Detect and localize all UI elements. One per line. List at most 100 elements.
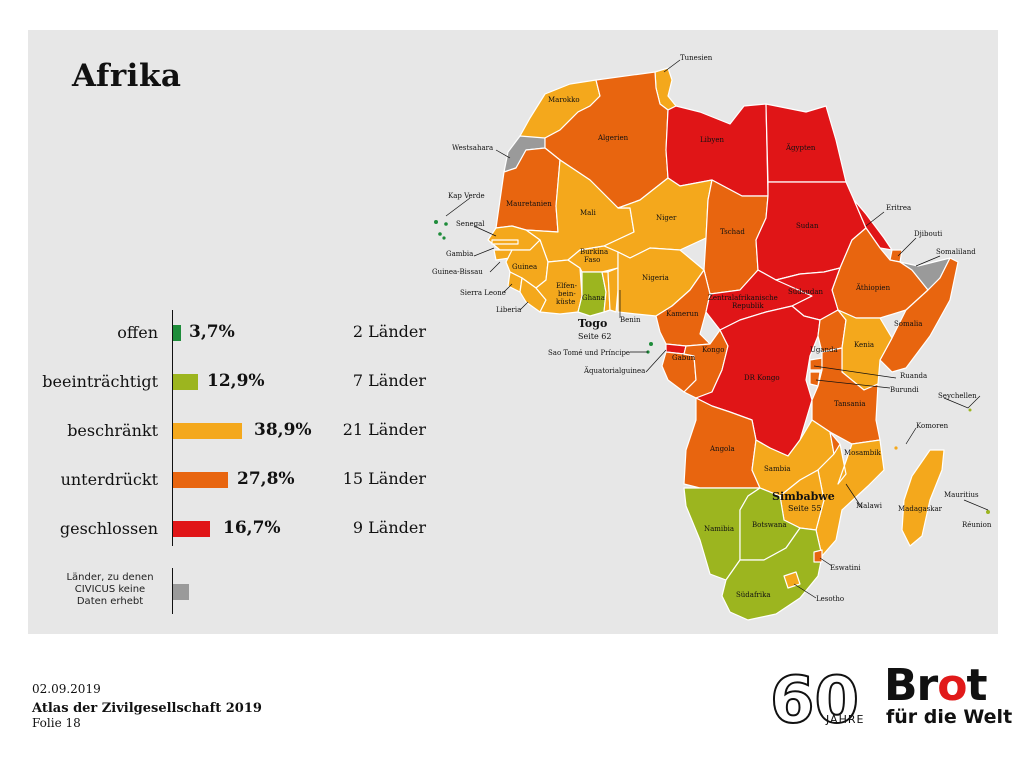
- label-benin: Benin: [620, 316, 641, 324]
- label-marokko: Marokko: [548, 96, 580, 104]
- label-mosambik: Mosambik: [844, 449, 882, 457]
- label-eritrea: Eritrea: [886, 204, 911, 212]
- label-burkina: Burkina Faso: [580, 248, 608, 264]
- sixty-text: 60: [770, 666, 859, 730]
- label-kamerun: Kamerun: [666, 310, 699, 318]
- label-malawi: Malawi: [856, 502, 883, 510]
- island-kapverde-3[interactable]: [438, 232, 442, 236]
- region-benin[interactable]: [607, 267, 619, 313]
- brot-text-1: Br: [884, 660, 938, 711]
- island-kapverde-4[interactable]: [442, 236, 446, 240]
- label-burundi: Burundi: [890, 386, 919, 394]
- island-seychellen[interactable]: [968, 408, 972, 412]
- label-sudan: Sudan: [796, 222, 819, 230]
- label-liberia: Liberia: [496, 306, 521, 314]
- label-mauritius: Mauritius: [944, 491, 979, 499]
- brot-text-o: o: [937, 660, 967, 711]
- label-sierra-leone: Sierra Leone: [460, 289, 506, 297]
- region-mauretanien[interactable]: [495, 147, 561, 233]
- legend-label-geschlossen: geschlossen: [59, 519, 158, 538]
- label-djibouti: Djibouti: [914, 230, 943, 238]
- legend-bar-unterdrueckt: [173, 472, 228, 488]
- region-suedafrika[interactable]: [721, 527, 823, 621]
- label-namibia: Namibia: [704, 525, 734, 533]
- island-kapverde-1[interactable]: [434, 220, 438, 224]
- label-ruanda: Ruanda: [900, 372, 927, 380]
- legend-label-beeintraechtigt: beeinträchtigt: [42, 372, 158, 391]
- legend-bar-nodata: [173, 584, 189, 600]
- label-ghana: Ghana: [582, 294, 605, 302]
- label-aegypten: Ägypten: [785, 143, 816, 152]
- label-gabun: Gabun: [672, 354, 696, 362]
- label-suedafrika: Südafrika: [736, 591, 771, 599]
- island-mauritius[interactable]: [986, 510, 990, 514]
- label-guinea-bissau: Guinea-Bissau: [432, 268, 483, 276]
- region-madagaskar[interactable]: [901, 449, 945, 547]
- label-somalia: Somalia: [894, 320, 922, 328]
- island-kapverde-2[interactable]: [444, 222, 448, 226]
- region-lesotho[interactable]: [783, 571, 801, 589]
- label-mauretanien: Mauretanien: [506, 200, 552, 208]
- label-libyen: Libyen: [700, 136, 724, 144]
- label-guinea: Guinea: [512, 263, 537, 271]
- country-labels: Tunesien Marokko Algerien Libyen Ägypten…: [432, 54, 992, 603]
- legend-axis-nodata: [172, 568, 173, 614]
- leader-lines: [445, 59, 989, 599]
- label-tschad: Tschad: [720, 228, 745, 236]
- label-aequatorialguinea: Äquatorialguinea: [583, 366, 645, 375]
- sixty-years-logo: 60: [770, 666, 860, 730]
- label-mali: Mali: [580, 209, 597, 217]
- legend-label-unterdrueckt: unterdrückt: [60, 470, 158, 489]
- page-title: Afrika: [72, 58, 182, 94]
- label-suedsudan: Südsudan: [788, 288, 824, 296]
- label-lesotho: Lesotho: [816, 595, 844, 603]
- legend-percent-offen: 3,7%: [189, 322, 235, 342]
- islands: [434, 220, 990, 514]
- legend-axis: [172, 310, 173, 546]
- label-kapverde: Kap Verde: [448, 192, 485, 200]
- legend-count-beschraenkt: 21 Länder: [342, 420, 426, 439]
- label-simbabwe-ref: Seite 55: [788, 504, 821, 513]
- island-komoren[interactable]: [894, 446, 898, 450]
- label-westsahara: Westsahara: [452, 144, 493, 152]
- label-sao-tome: Sao Tomé und Príncipe: [548, 349, 630, 357]
- label-tansania: Tansania: [834, 400, 866, 408]
- label-sambia: Sambia: [764, 465, 791, 473]
- label-madagaskar: Madagaskar: [898, 505, 943, 513]
- legend-percent-beeintraechtigt: 12,9%: [207, 371, 265, 391]
- region-aegypten[interactable]: [765, 103, 847, 183]
- label-senegal: Senegal: [456, 220, 485, 228]
- brot-text-2: t: [966, 660, 987, 711]
- region-gambia[interactable]: [491, 239, 519, 245]
- label-algerien: Algerien: [597, 134, 629, 142]
- region-somalia[interactable]: [879, 257, 959, 373]
- label-simbabwe: Simbabwe: [772, 490, 835, 503]
- legend-label-offen: offen: [117, 323, 158, 342]
- label-reunion: Réunion: [962, 521, 992, 529]
- region-ruanda[interactable]: [809, 357, 823, 371]
- legend-bar-beschraenkt: [173, 423, 242, 439]
- legend-count-offen: 2 Länder: [352, 322, 426, 341]
- label-kongo: Kongo: [702, 346, 724, 354]
- label-komoren: Komoren: [916, 422, 949, 430]
- footer-date: 02.09.2019: [32, 682, 101, 696]
- region-eswatini[interactable]: [813, 549, 823, 563]
- fuer-die-welt-text: für die Welt: [886, 706, 1013, 728]
- region-kamerun[interactable]: [655, 269, 711, 347]
- label-drkongo: DR Kongo: [744, 374, 780, 382]
- label-uganda: Uganda: [810, 346, 838, 354]
- label-botswana: Botswana: [752, 521, 787, 529]
- label-nigeria: Nigeria: [642, 274, 669, 282]
- label-eswatini: Eswatini: [830, 564, 861, 572]
- label-elfenbein: Elfen-bein-küste: [556, 282, 578, 306]
- label-gambia: Gambia: [446, 250, 473, 258]
- legend-count-unterdrueckt: 15 Länder: [342, 469, 426, 488]
- label-zar: Zentralafrikanische Republik: [708, 294, 778, 310]
- island-sao-tome[interactable]: [649, 342, 653, 346]
- legend-label-nodata: Länder, zu denen CIVICUS keine Daten erh…: [66, 572, 154, 607]
- legend-count-beeintraechtigt: 7 Länder: [352, 371, 426, 390]
- legend-label-beschraenkt: beschränkt: [67, 421, 158, 440]
- label-togo-ref: Seite 62: [578, 332, 611, 341]
- legend-percent-unterdrueckt: 27,8%: [237, 469, 295, 489]
